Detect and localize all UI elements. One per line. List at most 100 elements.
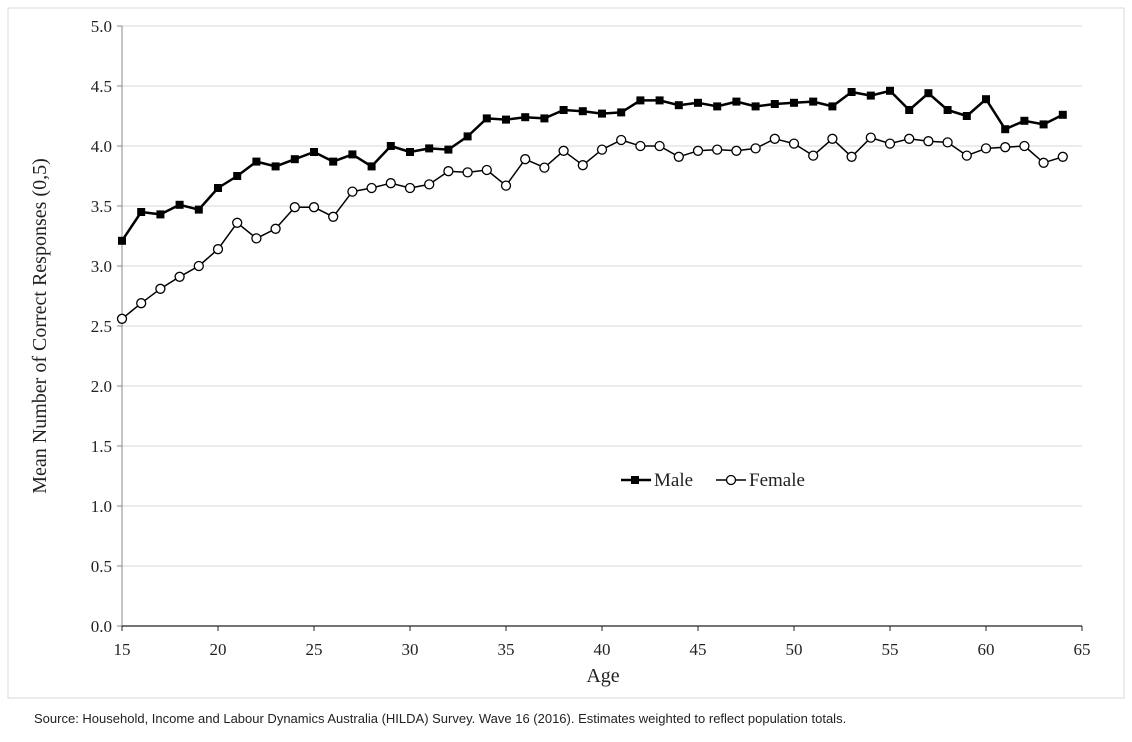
- x-axis-title: Age: [586, 665, 619, 687]
- axes: 0.0 0.5 1.0 1.5 2.0 2.5 3.0 3.5 4.0 4.5 5.0 15 20 25 3…: [91, 17, 1091, 659]
- male-data-point: [367, 162, 376, 171]
- legend-female-label: Female: [749, 470, 805, 491]
- male-data-point: [559, 106, 568, 114]
- source-note: Source: Household, Income and Labour Dyn…: [34, 711, 846, 726]
- female-data-point: [1019, 140, 1030, 152]
- female-data-point: [692, 145, 704, 156]
- male-data-point: [905, 106, 914, 114]
- legend: Male Female: [621, 470, 805, 491]
- male-data-point: [252, 157, 261, 166]
- y-tick-label: 4.0: [91, 137, 112, 156]
- female-data-point: [308, 202, 320, 213]
- female-data-point: [193, 260, 204, 272]
- male-data-point: [425, 144, 434, 153]
- female-data-point: [596, 144, 608, 155]
- y-tick-label: 0.5: [91, 557, 112, 576]
- female-data-point: [846, 151, 857, 162]
- female-data-point: [750, 143, 761, 154]
- male-data-point: [847, 88, 856, 96]
- female-data-point: [328, 211, 339, 222]
- gridlines: [122, 25, 1082, 567]
- male-data-point: [751, 102, 760, 111]
- female-data-point: [980, 143, 992, 154]
- female-data-point: [558, 145, 569, 156]
- female-data-point: [155, 283, 166, 294]
- male-data-point: [809, 97, 818, 106]
- legend-item-female: Female: [716, 470, 805, 491]
- male-data-point: [828, 102, 837, 111]
- male-data-point: [1001, 125, 1010, 134]
- male-data-point: [290, 155, 299, 164]
- legend-male-marker: [631, 476, 639, 484]
- male-data-point: [271, 162, 280, 171]
- y-tick-label: 4.5: [91, 77, 112, 96]
- female-data-point: [404, 182, 416, 194]
- x-tick-label: 20: [210, 640, 227, 659]
- x-tick-label: 60: [978, 640, 995, 659]
- female-data-point: [712, 144, 723, 155]
- female-data-point: [116, 313, 128, 324]
- legend-male-label: Male: [654, 470, 693, 491]
- male-data-point: [655, 96, 664, 105]
- y-tick-label: 5.0: [91, 17, 112, 36]
- male-data-point: [694, 98, 702, 107]
- male-data-point: [540, 114, 549, 123]
- male-data-point: [1020, 116, 1029, 125]
- male-data-point: [310, 148, 318, 156]
- female-data-point: [769, 133, 780, 144]
- female-data-point: [961, 150, 972, 161]
- y-tick-label: 2.0: [91, 377, 112, 396]
- female-data-point: [673, 151, 684, 162]
- male-data-point: [1058, 110, 1067, 119]
- x-tick-label: 25: [306, 640, 323, 659]
- male-data-point: [482, 114, 491, 123]
- male-data-point: [578, 107, 587, 116]
- x-tick-label: 35: [498, 640, 515, 659]
- x-tick-label: 55: [882, 640, 899, 659]
- male-data-point: [617, 108, 626, 117]
- female-data-point: [942, 137, 953, 148]
- female-data-point: [788, 138, 800, 149]
- y-axis-title: Mean Number of Correct Responses (0,5): [29, 158, 51, 493]
- male-data-point: [1039, 120, 1048, 129]
- male-data-point: [598, 109, 606, 118]
- y-tick-label: 3.5: [91, 197, 112, 216]
- x-tick-label: 30: [402, 640, 419, 659]
- male-data-point: [156, 210, 165, 219]
- male-data-point: [636, 96, 645, 105]
- female-data-point: [731, 145, 742, 156]
- female-data-point: [212, 244, 224, 255]
- female-data-point: [827, 133, 838, 144]
- male-data-point: [214, 184, 222, 192]
- male-data-point: [194, 205, 203, 214]
- male-data-point: [502, 115, 510, 124]
- female-data-point: [366, 182, 377, 194]
- male-data-point: [118, 236, 126, 245]
- female-data-point: [539, 162, 550, 173]
- legend-item-male: Male: [621, 470, 693, 491]
- male-data-point: [348, 150, 357, 159]
- female-data-point: [481, 164, 492, 176]
- y-tick-label: 3.0: [91, 257, 112, 276]
- x-tick-label: 65: [1074, 640, 1091, 659]
- female-data-point: [270, 223, 281, 234]
- female-data-point: [923, 136, 934, 147]
- male-data-point: [386, 142, 395, 150]
- y-tick-label: 1.5: [91, 437, 112, 456]
- female-data-point: [174, 271, 185, 282]
- female-data-point: [520, 154, 531, 165]
- female-data-point: [808, 150, 819, 161]
- male-data-point: [175, 200, 184, 209]
- male-data-point: [137, 208, 146, 216]
- male-data-point: [444, 145, 453, 154]
- female-data-point: [424, 179, 435, 190]
- x-tick-label: 15: [114, 640, 131, 659]
- female-data-point: [654, 140, 665, 152]
- male-data-point: [866, 91, 875, 100]
- male-data-point: [732, 97, 741, 106]
- female-data-point: [385, 178, 396, 189]
- male-data-point: [329, 157, 338, 166]
- female-data-point: [616, 134, 627, 146]
- male-data-point: [790, 98, 798, 107]
